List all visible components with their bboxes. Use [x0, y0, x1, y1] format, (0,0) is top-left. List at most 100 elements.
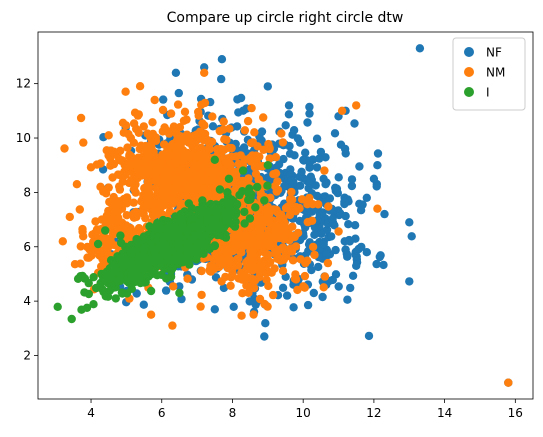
scatter-point	[228, 246, 238, 256]
scatter-point	[192, 255, 201, 264]
scatter-point	[101, 226, 110, 235]
scatter-point	[171, 158, 181, 167]
scatter-point	[346, 283, 355, 293]
scatter-point	[238, 166, 248, 175]
scatter-point	[216, 144, 225, 154]
scatter-point	[80, 288, 89, 297]
scatter-point	[112, 224, 122, 233]
scatter-point	[110, 147, 119, 156]
scatter-point	[238, 176, 247, 186]
scatter-point	[373, 161, 382, 170]
scatter-point	[305, 109, 314, 118]
scatter-point	[201, 136, 210, 145]
scatter-point	[232, 200, 242, 209]
scatter-point	[251, 203, 260, 212]
scatter-point	[171, 218, 180, 227]
scatter-point	[224, 174, 234, 183]
scatter-point	[221, 208, 230, 218]
scatter-point	[170, 186, 179, 195]
scatter-point	[281, 121, 290, 130]
scatter-point	[407, 232, 416, 241]
scatter-point	[197, 100, 206, 110]
scatter-point	[208, 112, 217, 121]
scatter-point	[260, 332, 269, 341]
scatter-point	[183, 274, 192, 283]
scatter-point	[240, 207, 249, 217]
scatter-point	[272, 229, 281, 239]
x-tick-label: 4	[87, 406, 95, 420]
scatter-point	[102, 244, 112, 254]
scatter-point	[319, 283, 328, 292]
scatter-point	[255, 273, 264, 282]
scatter-point	[158, 127, 167, 136]
scatter-point	[379, 260, 388, 270]
scatter-point	[247, 138, 256, 148]
scatter-point	[253, 182, 262, 192]
scatter-point	[101, 189, 111, 198]
scatter-point	[231, 217, 240, 226]
scatter-point	[58, 237, 67, 246]
scatter-point	[327, 232, 336, 241]
scatter-point	[180, 151, 189, 161]
scatter-point	[347, 175, 357, 184]
scatter-point	[250, 128, 259, 137]
scatter-point	[318, 208, 327, 217]
scatter-point	[240, 126, 250, 135]
scatter-point	[244, 288, 253, 297]
scatter-point	[284, 101, 294, 110]
legend-label: NM	[486, 66, 505, 80]
scatter-point	[124, 129, 133, 139]
scatter-point	[373, 149, 383, 158]
scatter-point	[139, 300, 148, 309]
scatter-point	[308, 242, 318, 252]
scatter-point	[176, 132, 185, 141]
scatter-point	[184, 199, 193, 208]
scatter-point	[312, 134, 322, 143]
scatter-point	[281, 203, 291, 213]
scatter-point	[146, 286, 156, 296]
scatter-point	[238, 232, 248, 242]
scatter-point	[315, 154, 324, 163]
scatter-point	[251, 169, 261, 178]
scatter-point	[65, 212, 75, 222]
scatter-point	[288, 195, 297, 205]
scatter-point	[121, 121, 131, 130]
scatter-point	[334, 227, 343, 236]
scatter-point	[250, 262, 260, 271]
scatter-point	[221, 272, 230, 282]
scatter-point	[210, 155, 219, 164]
scatter-point	[198, 200, 207, 209]
scatter-point	[309, 288, 318, 298]
scatter-point	[291, 275, 301, 284]
scatter-point	[232, 122, 242, 131]
scatter-point	[282, 291, 292, 300]
scatter-point	[80, 274, 90, 283]
scatter-point	[150, 195, 159, 205]
scatter-point	[287, 176, 296, 185]
scatter-point	[240, 241, 249, 250]
scatter-point	[307, 265, 316, 275]
scatter-point	[290, 232, 299, 242]
scatter-point	[122, 199, 131, 208]
scatter-point	[159, 237, 168, 246]
scatter-point	[182, 115, 191, 124]
scatter-point	[217, 55, 227, 64]
scatter-point	[238, 289, 247, 298]
scatter-point	[67, 314, 76, 324]
scatter-point	[245, 214, 255, 223]
legend-label: NF	[486, 46, 502, 60]
scatter-point	[156, 203, 165, 212]
scatter-point	[192, 161, 202, 170]
scatter-point	[279, 255, 288, 264]
scatter-point	[73, 274, 83, 283]
scatter-point	[190, 141, 199, 150]
scatter-point	[364, 331, 374, 341]
scatter-point	[260, 248, 269, 257]
scatter-point	[53, 302, 62, 311]
scatter-point	[163, 167, 172, 176]
scatter-point	[320, 166, 329, 175]
scatter-point	[162, 274, 171, 283]
x-tick-label: 12	[366, 406, 381, 420]
